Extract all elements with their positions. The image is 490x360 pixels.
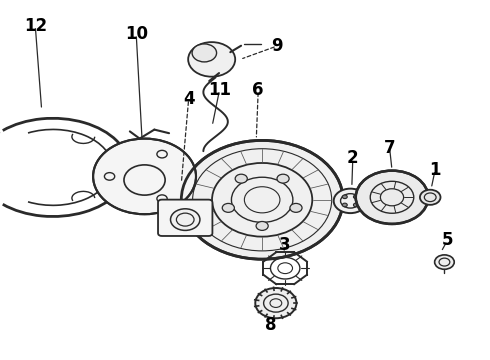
Circle shape (93, 139, 196, 214)
Circle shape (181, 140, 343, 259)
Circle shape (188, 42, 235, 77)
Text: 10: 10 (125, 25, 147, 43)
Text: 1: 1 (429, 161, 441, 179)
Circle shape (277, 174, 289, 183)
Circle shape (343, 203, 347, 207)
Circle shape (222, 203, 234, 212)
Circle shape (290, 203, 302, 212)
Circle shape (256, 221, 268, 230)
Circle shape (334, 189, 367, 213)
Circle shape (353, 203, 358, 207)
Text: 9: 9 (271, 37, 283, 55)
Text: 4: 4 (183, 90, 195, 108)
Text: 11: 11 (208, 81, 231, 99)
Circle shape (343, 195, 347, 199)
Text: 8: 8 (265, 316, 277, 334)
Text: 3: 3 (279, 236, 291, 254)
Circle shape (235, 174, 247, 183)
Circle shape (255, 288, 296, 318)
Circle shape (420, 190, 441, 205)
Circle shape (435, 255, 454, 269)
Text: 12: 12 (24, 17, 47, 35)
Circle shape (353, 195, 358, 199)
Text: 6: 6 (252, 81, 264, 99)
Text: 5: 5 (441, 231, 453, 249)
Text: 7: 7 (384, 139, 395, 157)
Text: 2: 2 (347, 149, 359, 167)
Circle shape (171, 209, 200, 230)
Circle shape (192, 44, 217, 62)
FancyBboxPatch shape (158, 199, 213, 236)
Circle shape (356, 171, 428, 224)
